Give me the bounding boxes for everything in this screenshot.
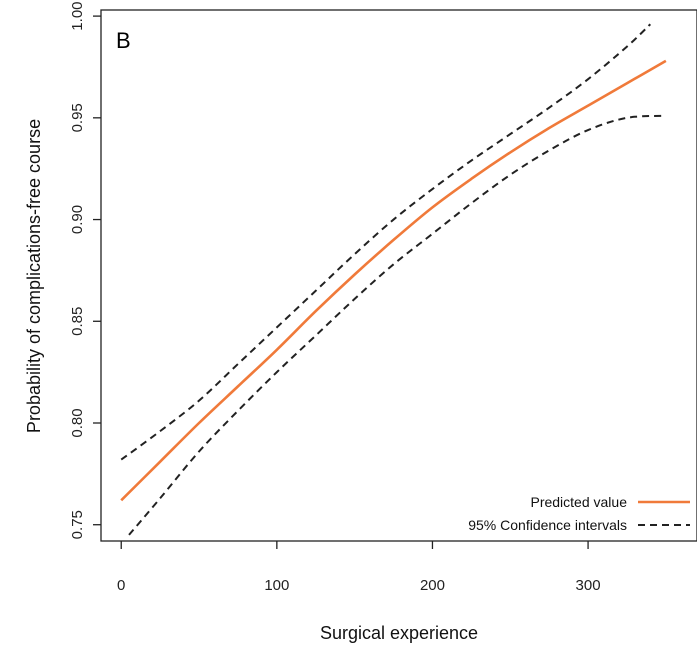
x-axis-title: Surgical experience [320, 623, 478, 643]
y-tick-label: 0.75 [69, 510, 86, 539]
y-tick-label: 0.95 [69, 103, 86, 132]
panel-letter: B [116, 28, 131, 53]
ci-upper-line [120, 23, 652, 461]
x-tick-label: 200 [420, 577, 445, 594]
ci-lower-line [128, 114, 666, 536]
x-tick-label: 100 [264, 577, 289, 594]
y-tick-label: 1.00 [69, 2, 86, 31]
x-axis: 0 100 200 300 [117, 541, 601, 594]
y-tick-label: 0.85 [69, 307, 86, 336]
y-axis-title: Probability of complications-free course [24, 119, 44, 433]
predicted-value-line [120, 59, 667, 502]
series-layer [120, 23, 667, 536]
y-tick-label: 0.90 [69, 205, 86, 234]
legend-label: 95% Confidence intervals [468, 517, 627, 533]
legend: Predicted value 95% Confidence intervals [468, 494, 690, 533]
y-tick-label: 0.80 [69, 408, 86, 437]
x-tick-label: 0 [117, 577, 125, 594]
y-axis: 0.75 0.80 0.85 0.90 0.95 1.00 [69, 2, 101, 539]
legend-label: Predicted value [530, 494, 627, 510]
plot-frame [100, 9, 697, 542]
x-tick-label: 300 [576, 577, 601, 594]
